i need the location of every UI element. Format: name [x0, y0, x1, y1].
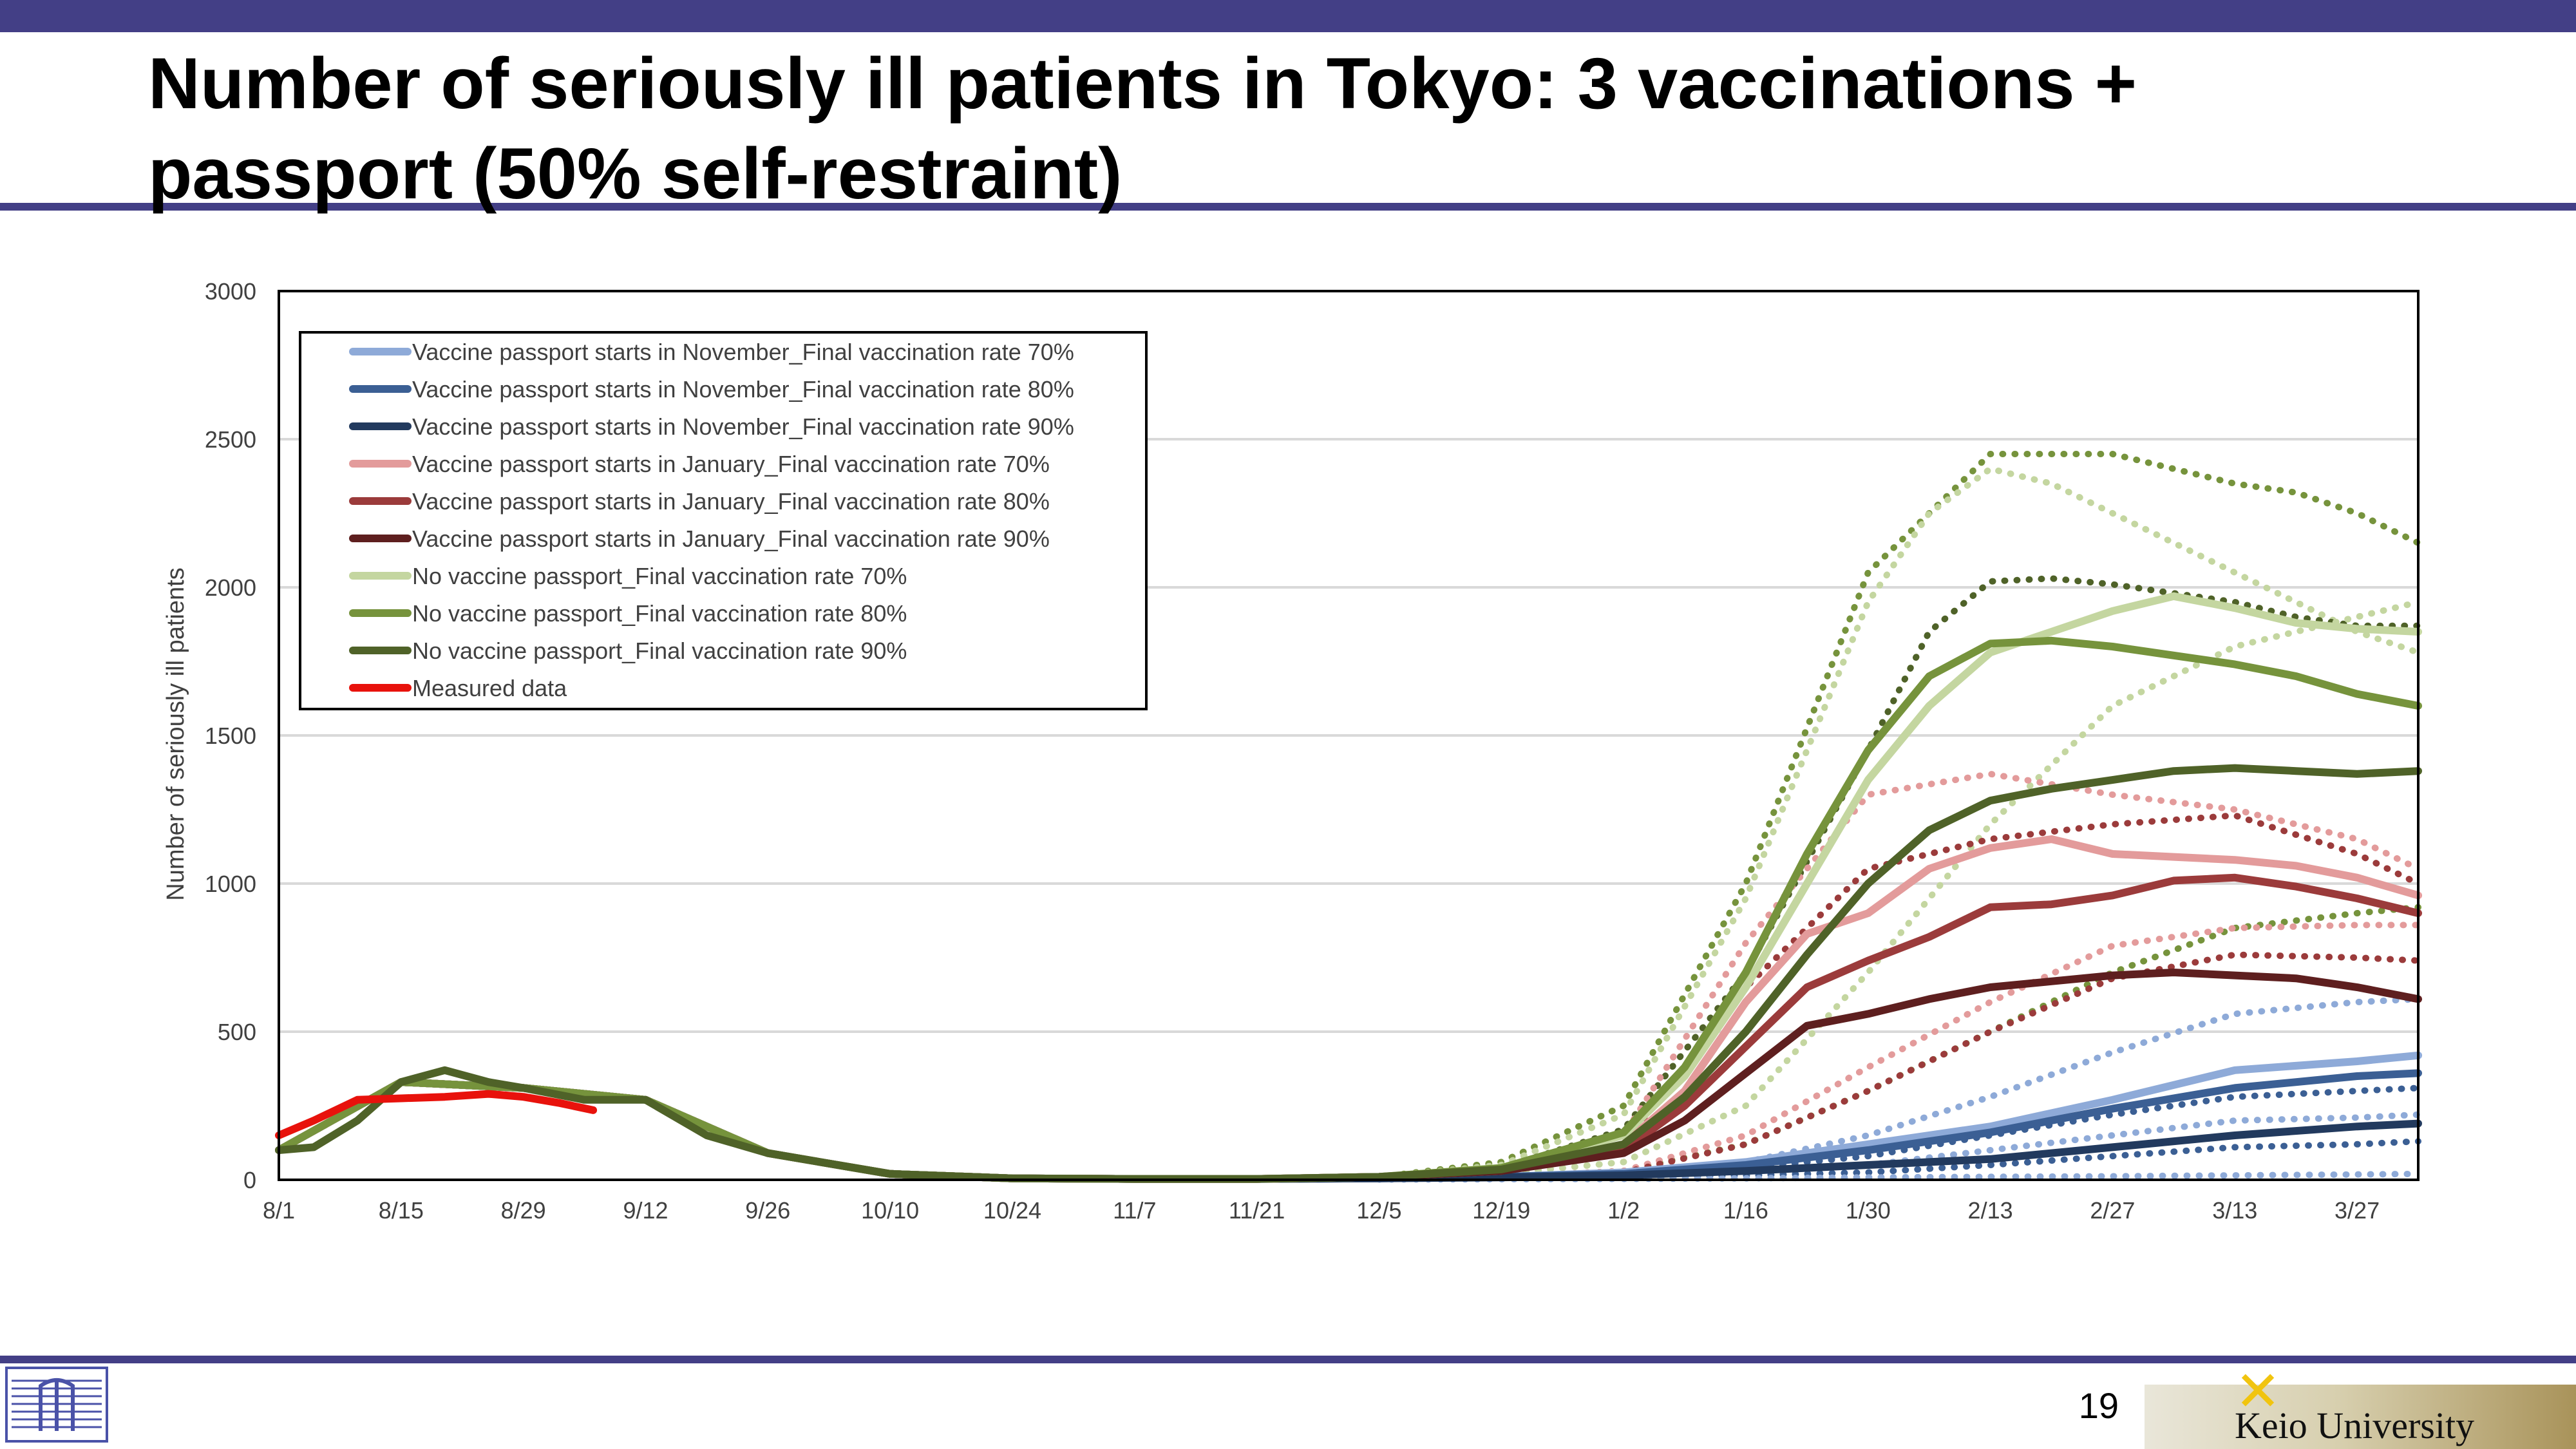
y-tick-label: 2000	[205, 574, 256, 601]
y-tick-label: 1000	[205, 871, 256, 897]
x-tick-label: 9/26	[745, 1197, 790, 1224]
x-tick-label: 3/27	[2334, 1197, 2380, 1224]
keio-logo-text: Keio University	[2235, 1405, 2475, 1446]
lab-logo-icon	[5, 1367, 108, 1443]
legend: Vaccine passport starts in November_Fina…	[299, 331, 1148, 710]
dotted-series-line	[1376, 599, 2421, 1182]
dotted-series-line	[1376, 466, 2421, 1180]
y-tick-label: 0	[243, 1167, 256, 1193]
series-line	[275, 764, 2422, 1183]
series-lines	[275, 592, 2422, 1183]
legend-label: Measured data	[412, 675, 567, 701]
legend-label: Vaccine passport starts in November_Fina…	[412, 413, 1074, 440]
legend-box	[299, 331, 1148, 710]
dotted-series-line	[1376, 575, 2421, 1180]
series-line	[275, 835, 2422, 1183]
legend-items: Vaccine passport starts in November_Fina…	[349, 339, 1074, 701]
x-tick-label: 10/24	[983, 1197, 1041, 1224]
x-tick-label: 1/16	[1723, 1197, 1768, 1224]
footer-divider	[0, 1356, 2576, 1363]
x-tick-label: 2/27	[2090, 1197, 2135, 1224]
slide-title: Number of seriously ill patients in Toky…	[148, 43, 2137, 214]
y-tick-labels: 0 500 1000 1500 2000 2500 3000	[205, 278, 256, 1193]
series-line	[275, 873, 2422, 1183]
x-tick-label: 12/5	[1356, 1197, 1401, 1224]
x-tick-label: 8/1	[263, 1197, 295, 1224]
series-line	[275, 1069, 2422, 1183]
x-tick-label: 1/2	[1607, 1197, 1640, 1224]
y-tick-label: 2500	[205, 426, 256, 453]
x-tick-label: 11/21	[1229, 1197, 1285, 1224]
keio-pen-emblem-icon: ✕	[2235, 1359, 2282, 1424]
x-tick-labels: 8/1 8/15 8/29 9/12 9/26 10/10 10/24 11/7 11/21 12…	[263, 1197, 2380, 1224]
x-tick-label: 8/15	[379, 1197, 424, 1224]
legend-label: Vaccine passport starts in January_Final…	[412, 488, 1050, 515]
top-band	[0, 0, 2576, 32]
y-tick-label: 500	[218, 1019, 256, 1045]
x-tick-label: 1/30	[1846, 1197, 1891, 1224]
legend-label: Vaccine passport starts in January_Final…	[412, 451, 1050, 477]
y-tick-label: 1500	[205, 723, 256, 749]
legend-label: No vaccine passport_Final vaccination ra…	[412, 563, 907, 589]
title-divider	[0, 203, 2576, 211]
legend-label: No vaccine passport_Final vaccination ra…	[412, 600, 907, 627]
x-tick-label: 10/10	[861, 1197, 919, 1224]
x-tick-label: 2/13	[1968, 1197, 2013, 1224]
keio-university-logo: ✕ Keio University	[2145, 1364, 2576, 1449]
x-tick-label: 8/29	[501, 1197, 546, 1224]
legend-label: Vaccine passport starts in November_Fina…	[412, 376, 1074, 402]
legend-label: Vaccine passport starts in January_Final…	[412, 526, 1050, 552]
plot-frame	[278, 290, 2420, 1181]
x-tick-label: 11/7	[1113, 1197, 1156, 1224]
page-number: 19	[2078, 1385, 2119, 1426]
x-tick-label: 9/12	[623, 1197, 668, 1224]
y-axis-label: Number of seriously ill patients	[162, 567, 189, 900]
legend-label: No vaccine passport_Final vaccination ra…	[412, 638, 907, 664]
y-tick-label: 3000	[205, 278, 256, 305]
x-tick-label: 3/13	[2212, 1197, 2257, 1224]
series-line	[275, 1090, 598, 1139]
x-tick-label: 12/19	[1472, 1197, 1530, 1224]
legend-label: Vaccine passport starts in November_Fina…	[412, 339, 1074, 365]
